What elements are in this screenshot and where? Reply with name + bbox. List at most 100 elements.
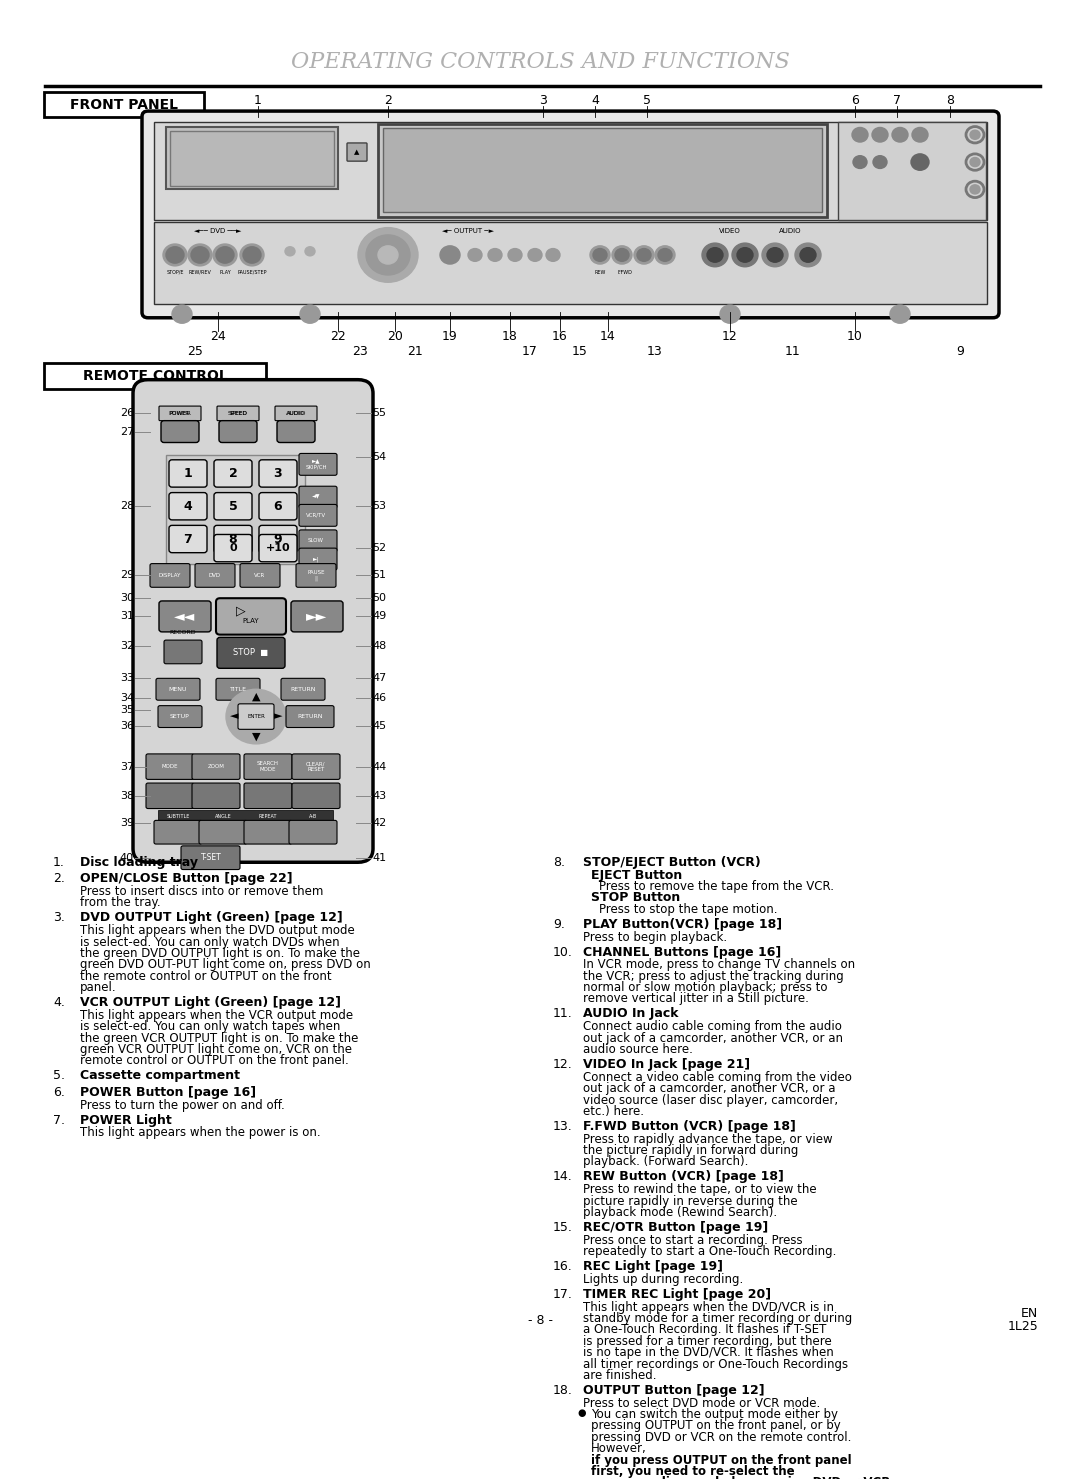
Text: 43: 43	[372, 791, 387, 800]
Text: ►|: ►|	[313, 556, 319, 562]
Circle shape	[163, 244, 187, 266]
FancyBboxPatch shape	[164, 640, 202, 664]
Circle shape	[702, 243, 728, 266]
Text: 37: 37	[120, 762, 134, 772]
Text: AUDIO: AUDIO	[287, 411, 305, 416]
Text: RETURN: RETURN	[297, 714, 323, 719]
Text: 27: 27	[120, 426, 134, 436]
Text: Press once to start a recording. Press: Press once to start a recording. Press	[583, 1233, 802, 1247]
Text: VCR/TV: VCR/TV	[306, 513, 326, 518]
Circle shape	[285, 247, 295, 256]
Text: ●: ●	[577, 1408, 585, 1418]
Text: is pressed for a timer recording, but there: is pressed for a timer recording, but th…	[583, 1336, 832, 1347]
Text: first, you need to re-select the: first, you need to re-select the	[591, 1466, 795, 1478]
Text: 16: 16	[552, 330, 568, 343]
FancyBboxPatch shape	[281, 679, 325, 700]
FancyBboxPatch shape	[244, 754, 292, 779]
Text: 52: 52	[372, 543, 387, 553]
FancyBboxPatch shape	[299, 454, 337, 475]
Text: the green DVD OUTPUT light is on. To make the: the green DVD OUTPUT light is on. To mak…	[80, 947, 360, 960]
FancyBboxPatch shape	[240, 563, 280, 587]
Text: 4: 4	[184, 500, 192, 513]
Circle shape	[762, 243, 788, 266]
FancyBboxPatch shape	[259, 525, 297, 553]
Text: ZOOM: ZOOM	[207, 765, 225, 769]
FancyBboxPatch shape	[156, 679, 200, 700]
Text: 5: 5	[229, 500, 238, 513]
Text: 49: 49	[372, 611, 387, 621]
Text: all timer recordings or One-Touch Recordings: all timer recordings or One-Touch Record…	[583, 1358, 848, 1371]
Text: 2.: 2.	[53, 873, 65, 886]
Text: Press to rapidly advance the tape, or view: Press to rapidly advance the tape, or vi…	[583, 1133, 833, 1146]
Circle shape	[890, 305, 910, 324]
Text: 3.: 3.	[53, 911, 65, 924]
Text: 3: 3	[273, 467, 282, 481]
Text: the remote control or OUTPUT on the front: the remote control or OUTPUT on the fron…	[80, 970, 332, 982]
Circle shape	[300, 305, 320, 324]
FancyBboxPatch shape	[299, 549, 337, 569]
Text: etc.) here.: etc.) here.	[583, 1105, 644, 1118]
Text: STOP  ■: STOP ■	[233, 648, 269, 657]
Text: the picture rapidly in forward during: the picture rapidly in forward during	[583, 1145, 798, 1157]
Text: 14: 14	[600, 330, 616, 343]
Text: 50: 50	[372, 593, 386, 603]
FancyBboxPatch shape	[44, 92, 204, 117]
Circle shape	[658, 248, 672, 262]
Circle shape	[637, 248, 651, 262]
Text: PAUSE/STEP: PAUSE/STEP	[238, 269, 267, 275]
Text: PLAY: PLAY	[219, 269, 231, 275]
Circle shape	[892, 127, 908, 142]
Text: 8: 8	[946, 93, 954, 106]
Text: 1: 1	[184, 467, 192, 481]
Text: panel.: panel.	[80, 981, 117, 994]
Text: 8.: 8.	[553, 856, 565, 868]
Text: ◄: ◄	[230, 711, 239, 722]
Text: Press to begin playback.: Press to begin playback.	[583, 930, 727, 944]
FancyBboxPatch shape	[296, 563, 336, 587]
Circle shape	[378, 246, 399, 265]
Circle shape	[853, 155, 867, 169]
Text: 7: 7	[893, 93, 901, 106]
Text: Press to stop the tape motion.: Press to stop the tape motion.	[599, 902, 778, 916]
FancyBboxPatch shape	[168, 493, 207, 521]
FancyBboxPatch shape	[150, 563, 190, 587]
Text: 21: 21	[407, 345, 423, 358]
Text: 1.: 1.	[53, 856, 65, 868]
Text: 38: 38	[120, 791, 134, 800]
Text: normal or slow motion playback; press to: normal or slow motion playback; press to	[583, 981, 827, 994]
Text: 7.: 7.	[53, 1114, 65, 1127]
Text: This light appears when the VCR output mode: This light appears when the VCR output m…	[80, 1009, 353, 1022]
Text: OPEN/CLOSE Button [page 22]: OPEN/CLOSE Button [page 22]	[80, 873, 293, 886]
Text: 11.: 11.	[553, 1007, 572, 1021]
Circle shape	[615, 248, 629, 262]
Text: 10: 10	[847, 330, 863, 343]
Text: 18: 18	[502, 330, 518, 343]
Text: PLAY Button(VCR) [page 18]: PLAY Button(VCR) [page 18]	[583, 918, 782, 930]
Text: Press to remove the tape from the VCR.: Press to remove the tape from the VCR.	[599, 880, 834, 893]
Text: 6: 6	[851, 93, 859, 106]
Text: F.FWD: F.FWD	[618, 269, 633, 275]
Text: AUDIO: AUDIO	[779, 228, 801, 234]
Text: REPEAT: REPEAT	[259, 815, 278, 819]
Circle shape	[912, 154, 929, 170]
FancyBboxPatch shape	[214, 525, 252, 553]
Text: POWER: POWER	[170, 411, 190, 416]
Text: pressing OUTPUT on the front panel, or by: pressing OUTPUT on the front panel, or b…	[591, 1420, 840, 1433]
Text: 9: 9	[273, 532, 282, 546]
Text: 24: 24	[211, 330, 226, 343]
FancyBboxPatch shape	[141, 111, 999, 318]
Circle shape	[720, 305, 740, 324]
Text: repeatedly to start a One-Touch Recording.: repeatedly to start a One-Touch Recordin…	[583, 1245, 836, 1259]
Text: 20: 20	[387, 330, 403, 343]
FancyBboxPatch shape	[214, 493, 252, 521]
Text: This light appears when the power is on.: This light appears when the power is on.	[80, 1127, 321, 1139]
Circle shape	[707, 247, 723, 262]
Text: VCR OUTPUT Light (Green) [page 12]: VCR OUTPUT Light (Green) [page 12]	[80, 995, 341, 1009]
Text: 26: 26	[120, 408, 134, 419]
Circle shape	[872, 127, 888, 142]
Text: 36: 36	[120, 720, 134, 731]
Text: 1L25: 1L25	[1008, 1321, 1038, 1333]
Text: RETURN: RETURN	[291, 686, 315, 692]
Text: 41: 41	[372, 853, 387, 862]
Text: REW Button (VCR) [page 18]: REW Button (VCR) [page 18]	[583, 1170, 784, 1183]
